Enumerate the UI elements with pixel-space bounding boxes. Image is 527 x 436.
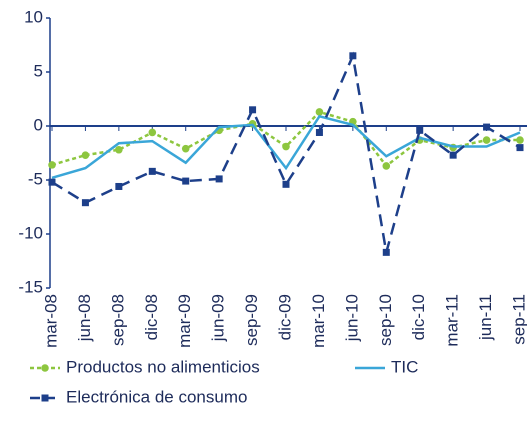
point [115, 182, 123, 190]
point [416, 126, 424, 134]
x-tick-label: jun-08 [75, 294, 94, 342]
x-tick-label: sep-10 [376, 294, 395, 346]
x-tick-label: jun-10 [342, 294, 361, 342]
point [215, 175, 223, 183]
point [315, 128, 323, 136]
y-tick-label: -10 [18, 223, 43, 242]
series-line [51, 51, 521, 253]
legend-label: Productos no alimenticios [66, 357, 260, 376]
legend-label: TIC [391, 357, 418, 376]
x-tick-label: sep-11 [509, 294, 527, 345]
point [482, 136, 491, 144]
x-tick-label: dic-09 [275, 294, 294, 340]
legend-label: Electrónica de consumo [66, 387, 247, 406]
legend-marker [41, 394, 49, 402]
y-tick-label: -15 [18, 277, 43, 296]
point [81, 199, 89, 207]
y-tick-label: -5 [28, 169, 43, 188]
legend-marker [41, 364, 49, 372]
point [382, 162, 391, 170]
y-tick-label: 0 [34, 115, 43, 134]
point [148, 167, 156, 175]
point [449, 151, 457, 159]
point [282, 142, 290, 151]
point [483, 123, 491, 131]
x-tick-label: dic-10 [409, 294, 428, 340]
y-tick-label: 5 [34, 61, 43, 80]
point [148, 128, 157, 137]
point [516, 144, 524, 152]
point [81, 151, 90, 159]
point [282, 180, 290, 188]
x-tick-label: sep-08 [108, 294, 127, 346]
x-tick-label: mar-11 [443, 294, 462, 347]
point [315, 108, 324, 116]
point [382, 248, 390, 256]
point [181, 144, 190, 153]
y-tick-label: 10 [24, 7, 43, 26]
point [48, 178, 56, 186]
x-tick-label: jun-09 [209, 294, 228, 342]
x-tick-label: mar-10 [309, 294, 328, 348]
point [115, 145, 123, 154]
x-tick-label: mar-09 [175, 294, 194, 348]
x-tick-label: dic-08 [142, 294, 161, 340]
point [182, 177, 190, 185]
x-tick-label: sep-09 [242, 294, 261, 346]
point [249, 106, 257, 114]
series-line [51, 114, 521, 180]
x-tick-label: jun-11 [476, 294, 495, 341]
point [516, 136, 524, 144]
point [48, 161, 56, 169]
point [349, 52, 357, 60]
x-tick-label: mar-08 [41, 294, 60, 348]
